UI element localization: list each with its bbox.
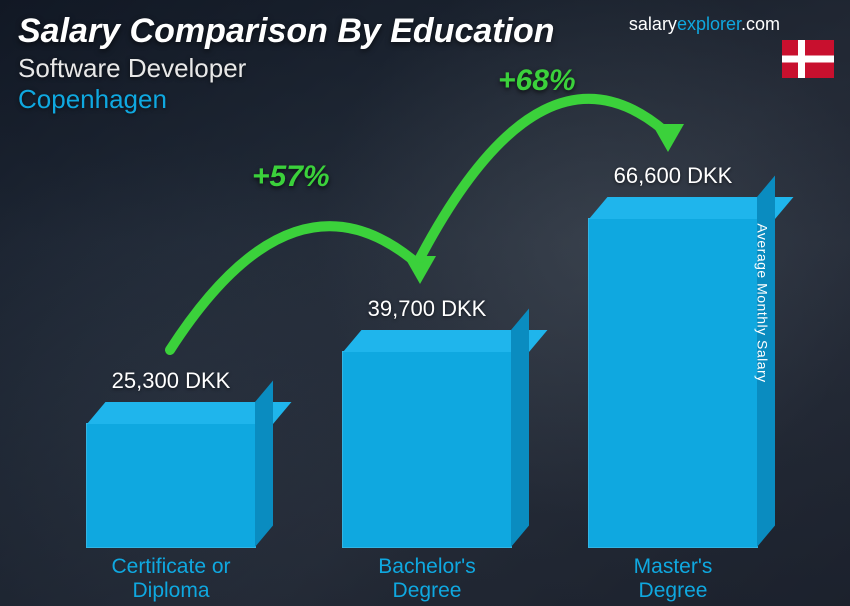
chart-subtitle: Software Developer [18, 53, 832, 84]
chart-location: Copenhagen [18, 84, 832, 115]
denmark-flag-icon [782, 40, 834, 78]
brand-suffix: .com [741, 14, 780, 34]
brand-logo: salaryexplorer.com [629, 14, 780, 35]
bar-value: 66,600 DKK [614, 163, 733, 189]
bar-group: 25,300 DKKCertificate orDiploma [86, 423, 256, 548]
bar-value: 25,300 DKK [112, 368, 231, 394]
y-axis-label: Average Monthly Salary [754, 223, 770, 382]
bar-label: Bachelor'sDegree [337, 555, 517, 603]
bar: 39,700 DKKBachelor'sDegree [342, 351, 512, 548]
bar-group: 66,600 DKKMaster'sDegree [588, 218, 758, 548]
bar-group: 39,700 DKKBachelor'sDegree [342, 351, 512, 548]
bar-chart: 25,300 DKKCertificate orDiploma39,700 DK… [0, 106, 850, 606]
brand-mid: explorer [677, 14, 741, 34]
bar-label: Master'sDegree [583, 555, 763, 603]
bar-value: 39,700 DKK [368, 296, 487, 322]
brand-pre: salary [629, 14, 677, 34]
delta-label: +57% [252, 160, 330, 194]
bar-label: Certificate orDiploma [81, 555, 261, 603]
bar: 66,600 DKKMaster'sDegree [588, 218, 758, 548]
bar: 25,300 DKKCertificate orDiploma [86, 423, 256, 548]
